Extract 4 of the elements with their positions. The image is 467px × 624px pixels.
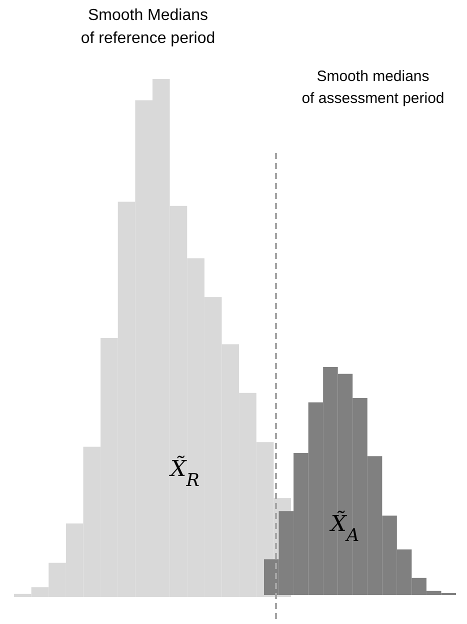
annotation: X̃$_{A}$	[328, 510, 360, 546]
chart-title: Smooth medians of assessment period	[302, 68, 444, 107]
annotation: X̃$_{R}$	[168, 454, 200, 491]
chart-title: Smooth Medians of reference period	[80, 7, 216, 48]
